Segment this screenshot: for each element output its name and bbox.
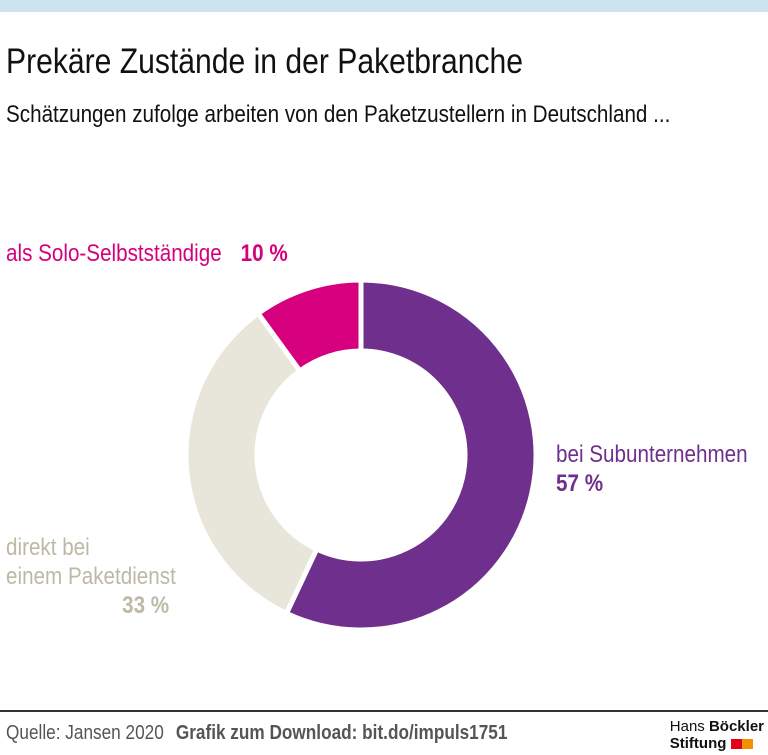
- logo: Hans Böckler Stiftung: [669, 718, 764, 752]
- download-link[interactable]: Grafik zum Download: bit.do/impuls1751: [175, 722, 508, 744]
- source: Quelle: Jansen 2020: [6, 722, 164, 744]
- chart-subtitle: Schätzungen zufolge arbeiten von den Pak…: [6, 101, 671, 128]
- chart-title: Prekäre Zustände in der Paketbranche: [6, 42, 524, 81]
- donut-slice-2: [254, 277, 364, 375]
- top-bar: [0, 0, 768, 12]
- donut-slice-1: [183, 309, 321, 617]
- label-direkt: direkt bei einem Paketdienst 33 %: [6, 534, 176, 619]
- label-sub: bei Subunternehmen 57 %: [556, 441, 748, 497]
- footer-rule: [0, 710, 768, 712]
- footer: Quelle: Jansen 2020 Grafik zum Download: …: [6, 722, 507, 745]
- donut-slice-0: [283, 277, 539, 633]
- label-solo: als Solo-Selbstständige 10 %: [6, 240, 288, 267]
